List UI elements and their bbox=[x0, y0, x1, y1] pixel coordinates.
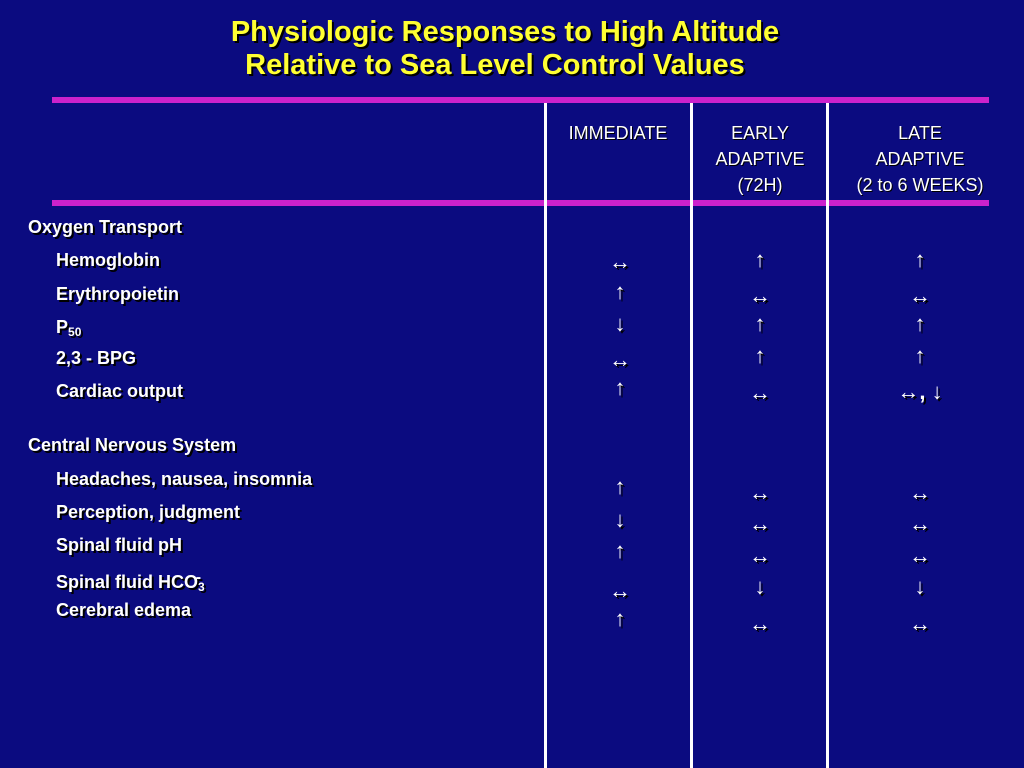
cell-erythropoietin-early: ↔ bbox=[749, 283, 771, 308]
hco3-superscript: - bbox=[195, 569, 202, 586]
row-label-headaches: Headaches, nausea, insomnia bbox=[56, 469, 313, 489]
cell-bpg-early: ↑ bbox=[754, 343, 766, 368]
column-header-line: LATE bbox=[898, 123, 942, 143]
cell-spinal-hco3-early: ↓ bbox=[754, 574, 766, 599]
cell-spinal-hco3-late: ↓ bbox=[914, 574, 926, 599]
title-line-2: Relative to Sea Level Control Values bbox=[245, 49, 745, 81]
cell-bpg-late: ↑ bbox=[914, 343, 926, 368]
cell-spinal-ph-immediate: ↑ bbox=[614, 538, 626, 563]
row-label-2-3-bpg: 2,3 - BPG bbox=[56, 348, 137, 368]
cell-p50-immediate: ↓ bbox=[614, 311, 626, 336]
column-divider-2 bbox=[690, 103, 693, 768]
cell-cardiac-output-late: ↔, ↓ bbox=[897, 379, 943, 404]
cell-headaches-immediate: ↑ bbox=[614, 474, 626, 499]
row-label-spinal-fluid-hco3: Spinal fluid HCO3- bbox=[56, 569, 205, 594]
column-header-line: EARLY bbox=[731, 123, 789, 143]
cell-perception-late: ↔ bbox=[909, 511, 931, 536]
cell-spinal-ph-late: ↔ bbox=[909, 543, 931, 568]
cell-headaches-early: ↔ bbox=[749, 480, 771, 505]
row-label-hemoglobin: Hemoglobin bbox=[56, 250, 160, 270]
cell-cardiac-output-early: ↔ bbox=[749, 380, 771, 405]
cell-headaches-late: ↔ bbox=[909, 480, 931, 505]
cell-bpg-immediate: ↔ bbox=[609, 347, 631, 372]
column-header-immediate: IMMEDIATE bbox=[548, 120, 688, 146]
cell-cardiac-output-immediate: ↑ bbox=[614, 375, 626, 400]
cell-p50-early: ↑ bbox=[754, 311, 766, 336]
hco3-subscript: 3 bbox=[198, 580, 205, 594]
column-header-line: (72H) bbox=[737, 175, 783, 195]
cell-cerebral-edema-early: ↔ bbox=[749, 611, 771, 636]
p50-subscript: 50 bbox=[68, 325, 82, 339]
column-header-line: ADAPTIVE bbox=[875, 149, 965, 169]
slide-title: Physiologic Responses to High Altitude R… bbox=[0, 16, 1010, 82]
column-header-line: IMMEDIATE bbox=[568, 123, 668, 143]
cell-hemoglobin-early: ↑ bbox=[754, 247, 766, 272]
cell-spinal-ph-early: ↔ bbox=[749, 543, 771, 568]
section-label-oxygen-transport: Oxygen Transport bbox=[28, 217, 183, 237]
column-header-line: (2 to 6 WEEKS) bbox=[856, 175, 984, 195]
cell-perception-early: ↔ bbox=[749, 511, 771, 536]
cell-perception-immediate: ↓ bbox=[614, 507, 626, 532]
cell-cerebral-edema-late: ↔ bbox=[909, 611, 931, 636]
column-header-late-adaptive: LATE ADAPTIVE (2 to 6 WEEKS) bbox=[830, 120, 1010, 198]
column-header-early-adaptive: EARLY ADAPTIVE (72H) bbox=[694, 120, 826, 198]
row-label-p50: P50 bbox=[56, 317, 82, 339]
cell-cerebral-edema-immediate: ↑ bbox=[614, 606, 626, 631]
section-label-central-nervous-system: Central Nervous System bbox=[28, 435, 237, 455]
column-header-line: ADAPTIVE bbox=[715, 149, 805, 169]
column-divider-3 bbox=[826, 103, 829, 768]
top-divider bbox=[52, 97, 989, 103]
cell-spinal-hco3-immediate: ↔ bbox=[609, 578, 631, 603]
row-label-perception: Perception, judgment bbox=[56, 502, 241, 522]
cell-hemoglobin-late: ↑ bbox=[914, 247, 926, 272]
cell-erythropoietin-immediate: ↑ bbox=[614, 279, 626, 304]
row-label-cardiac-output: Cardiac output bbox=[56, 381, 184, 401]
cell-erythropoietin-late: ↔ bbox=[909, 283, 931, 308]
row-label-erythropoietin: Erythropoietin bbox=[56, 284, 180, 304]
column-divider-1 bbox=[544, 103, 547, 768]
row-label-spinal-fluid-ph: Spinal fluid pH bbox=[56, 535, 182, 555]
row-label-cerebral-edema: Cerebral edema bbox=[56, 600, 192, 620]
title-line-1: Physiologic Responses to High Altitude bbox=[230, 16, 780, 48]
cell-p50-late: ↑ bbox=[914, 311, 926, 336]
cell-hemoglobin-immediate: ↔ bbox=[609, 249, 631, 274]
header-divider bbox=[52, 200, 989, 206]
